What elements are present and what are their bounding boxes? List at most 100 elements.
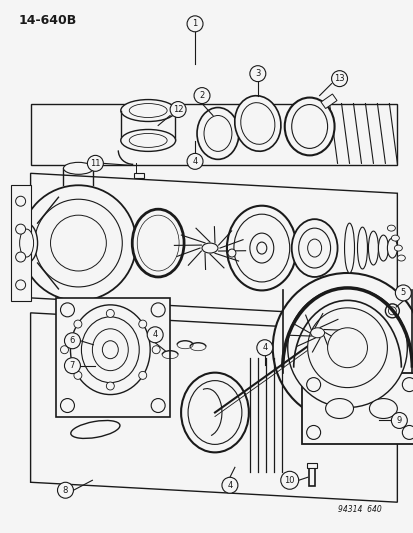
Ellipse shape <box>81 317 139 383</box>
Ellipse shape <box>204 116 231 151</box>
Ellipse shape <box>291 104 327 148</box>
Ellipse shape <box>310 328 324 338</box>
Text: 7: 7 <box>70 361 75 370</box>
Bar <box>55 298 170 417</box>
Circle shape <box>401 425 413 439</box>
Ellipse shape <box>291 219 337 277</box>
Ellipse shape <box>234 96 280 151</box>
Circle shape <box>256 340 272 356</box>
Circle shape <box>287 288 406 408</box>
Ellipse shape <box>63 163 93 174</box>
Bar <box>308 464 314 486</box>
Circle shape <box>64 358 80 374</box>
Ellipse shape <box>284 98 334 156</box>
Text: 12: 12 <box>173 105 183 114</box>
Ellipse shape <box>357 227 367 269</box>
Text: 10: 10 <box>284 476 294 485</box>
Ellipse shape <box>233 214 289 282</box>
Circle shape <box>151 399 165 413</box>
Ellipse shape <box>390 235 399 241</box>
Ellipse shape <box>19 229 33 257</box>
Ellipse shape <box>368 399 396 418</box>
Circle shape <box>106 382 114 390</box>
Ellipse shape <box>249 233 273 263</box>
Circle shape <box>60 399 74 413</box>
Text: 4: 4 <box>227 481 232 490</box>
Circle shape <box>280 471 298 489</box>
Circle shape <box>152 346 160 354</box>
Bar <box>134 173 144 179</box>
Circle shape <box>151 303 165 317</box>
Circle shape <box>106 310 114 318</box>
Circle shape <box>390 413 406 429</box>
Ellipse shape <box>394 245 401 251</box>
Ellipse shape <box>240 103 274 144</box>
Circle shape <box>87 156 103 171</box>
Text: 4: 4 <box>261 343 267 352</box>
Ellipse shape <box>180 373 248 453</box>
Circle shape <box>385 304 399 318</box>
Circle shape <box>249 66 265 82</box>
Text: 3: 3 <box>254 69 260 78</box>
Circle shape <box>228 249 235 257</box>
Text: 2: 2 <box>199 91 204 100</box>
Circle shape <box>401 377 413 392</box>
Circle shape <box>170 102 185 117</box>
Bar <box>320 94 336 109</box>
Circle shape <box>60 303 74 317</box>
Text: 1: 1 <box>192 19 197 28</box>
Text: 4: 4 <box>192 157 197 166</box>
Text: 9: 9 <box>396 416 401 425</box>
Text: 5: 5 <box>400 288 405 297</box>
Ellipse shape <box>387 238 396 258</box>
Ellipse shape <box>226 206 296 290</box>
Circle shape <box>93 341 107 354</box>
Ellipse shape <box>298 228 330 268</box>
Circle shape <box>50 215 106 271</box>
Circle shape <box>194 87 209 103</box>
Circle shape <box>74 320 82 328</box>
Circle shape <box>331 71 347 86</box>
Ellipse shape <box>102 341 118 359</box>
Ellipse shape <box>121 130 175 151</box>
Circle shape <box>394 285 411 301</box>
Circle shape <box>16 224 26 234</box>
Text: 4: 4 <box>152 330 157 340</box>
Ellipse shape <box>129 103 167 117</box>
Text: 11: 11 <box>90 159 100 168</box>
Ellipse shape <box>71 421 120 439</box>
Text: 8: 8 <box>63 486 68 495</box>
Circle shape <box>16 280 26 290</box>
Circle shape <box>307 308 387 387</box>
Ellipse shape <box>387 225 394 231</box>
Ellipse shape <box>197 108 238 159</box>
Ellipse shape <box>132 209 184 277</box>
Ellipse shape <box>16 223 38 263</box>
Ellipse shape <box>92 329 128 370</box>
Circle shape <box>74 372 82 379</box>
Ellipse shape <box>256 242 266 254</box>
Circle shape <box>306 425 320 439</box>
Circle shape <box>387 307 395 315</box>
Text: 6: 6 <box>70 336 75 345</box>
Circle shape <box>138 372 146 379</box>
Ellipse shape <box>202 243 217 253</box>
Circle shape <box>327 328 367 368</box>
Ellipse shape <box>396 255 404 261</box>
Circle shape <box>272 273 413 423</box>
Circle shape <box>187 16 202 32</box>
Circle shape <box>60 346 68 354</box>
Ellipse shape <box>325 399 353 418</box>
Ellipse shape <box>377 235 387 261</box>
Circle shape <box>96 344 104 352</box>
Circle shape <box>306 377 320 392</box>
Circle shape <box>64 333 80 349</box>
Circle shape <box>16 252 26 262</box>
Circle shape <box>35 199 122 287</box>
Text: 13: 13 <box>333 74 344 83</box>
Circle shape <box>147 327 163 343</box>
Ellipse shape <box>137 215 179 271</box>
Circle shape <box>57 482 73 498</box>
Circle shape <box>16 196 26 206</box>
Ellipse shape <box>70 305 150 394</box>
